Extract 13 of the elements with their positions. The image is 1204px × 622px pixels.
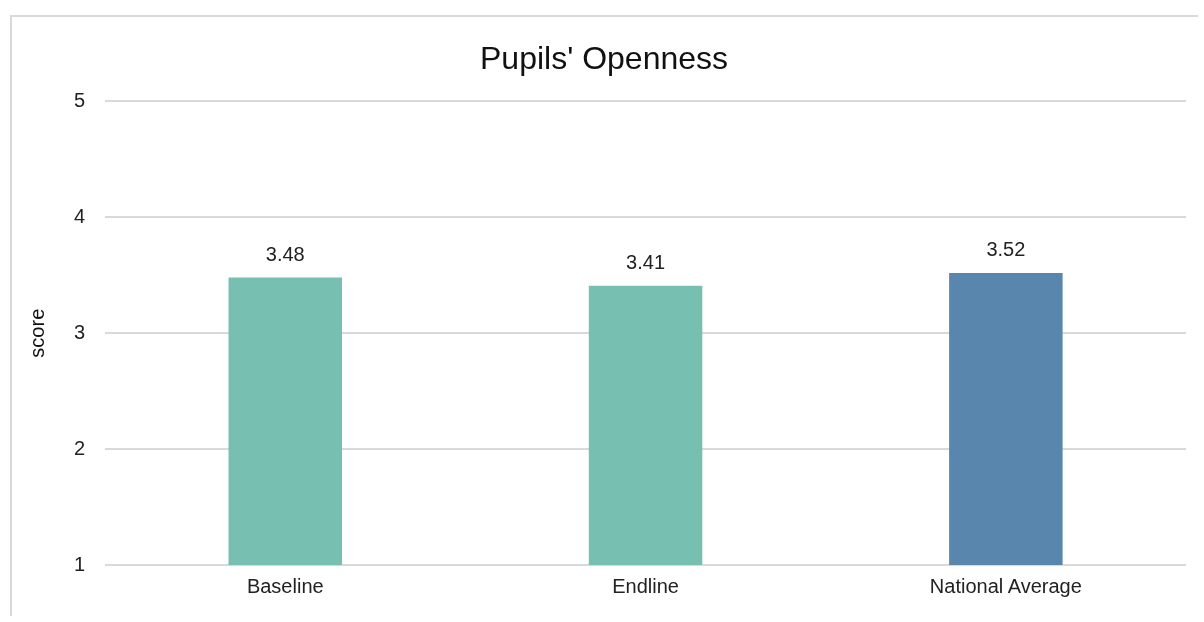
- chart-title: Pupils' Openness: [479, 40, 729, 77]
- y-tick-label: 5: [74, 88, 86, 111]
- x-tick-label: Endline: [612, 574, 679, 597]
- x-tick-label: Baseline: [246, 574, 324, 597]
- y-tick-label: 2: [74, 436, 86, 459]
- data-label: 3.41: [626, 251, 666, 274]
- y-axis-title: score: [25, 308, 48, 358]
- x-tick-label: National Average: [929, 574, 1082, 597]
- y-tick-label: 1: [74, 552, 86, 575]
- y-tick-label: 3: [74, 320, 86, 343]
- y-tick-label: 4: [74, 204, 86, 227]
- data-label: 3.48: [265, 243, 305, 266]
- data-label: 3.52: [986, 238, 1026, 261]
